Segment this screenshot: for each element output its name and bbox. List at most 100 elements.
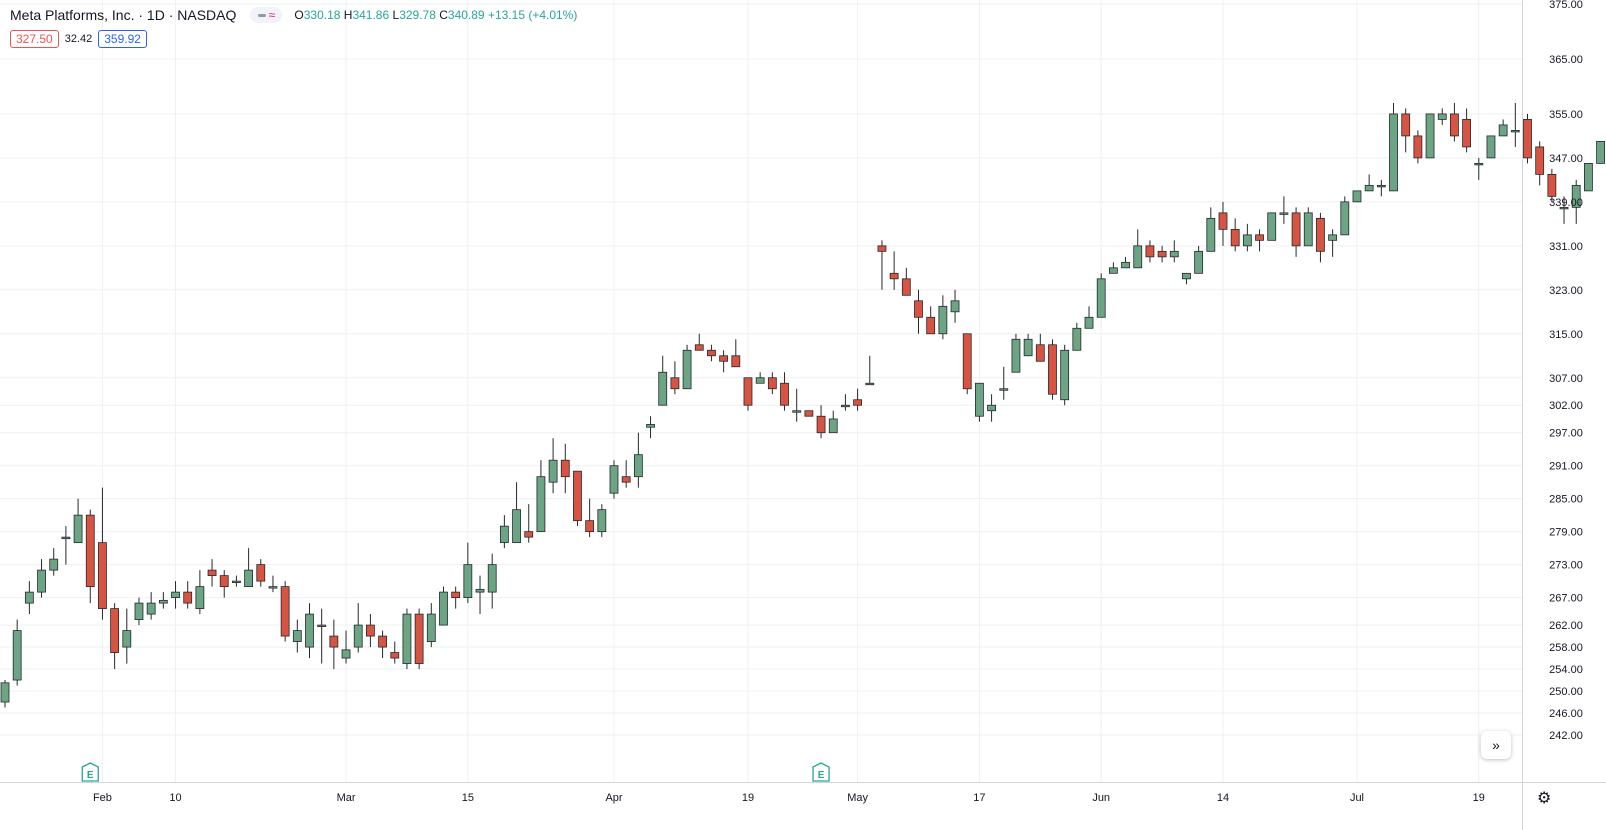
candle[interactable] [1352, 190, 1362, 203]
candle[interactable] [597, 504, 607, 538]
candle[interactable] [1096, 273, 1106, 318]
candle[interactable] [61, 526, 71, 565]
candle[interactable] [207, 559, 217, 587]
candle[interactable] [987, 394, 996, 422]
candle[interactable] [901, 267, 911, 296]
candle[interactable] [1108, 262, 1118, 274]
candle[interactable] [353, 603, 363, 653]
candle[interactable] [950, 289, 960, 323]
candle[interactable] [0, 680, 10, 708]
candle[interactable] [1145, 240, 1155, 263]
candle[interactable] [244, 548, 254, 588]
candle[interactable] [1316, 212, 1325, 263]
candle[interactable] [219, 570, 229, 598]
candle[interactable] [1523, 113, 1532, 164]
candle[interactable] [1011, 333, 1021, 373]
candle[interactable] [195, 570, 205, 615]
candle[interactable] [609, 460, 619, 499]
candle[interactable] [329, 619, 339, 670]
candle[interactable] [487, 553, 497, 609]
candle[interactable] [146, 592, 156, 620]
candle[interactable] [463, 542, 473, 604]
candle[interactable] [573, 470, 582, 527]
candle[interactable] [1340, 196, 1350, 236]
candle[interactable] [877, 240, 887, 290]
candle[interactable] [512, 482, 521, 544]
candle[interactable] [499, 515, 509, 549]
candle[interactable] [1279, 196, 1289, 224]
candle[interactable] [719, 350, 729, 373]
candle[interactable] [1133, 229, 1143, 269]
candle[interactable] [1182, 272, 1191, 285]
candle[interactable] [1389, 102, 1398, 192]
candle[interactable] [682, 344, 692, 390]
candle[interactable] [183, 581, 193, 609]
candle[interactable] [1413, 130, 1423, 164]
candle[interactable] [1376, 179, 1386, 197]
candle[interactable] [1291, 207, 1301, 257]
candle[interactable] [158, 592, 168, 609]
candle[interactable] [85, 509, 95, 604]
candle[interactable] [1559, 196, 1569, 224]
candle[interactable] [914, 289, 923, 334]
candle[interactable] [12, 619, 22, 686]
candle[interactable] [536, 460, 546, 533]
candle[interactable] [853, 388, 862, 411]
candle[interactable] [280, 581, 290, 642]
candle[interactable] [1486, 135, 1496, 159]
symbol-title[interactable]: Meta Platforms, Inc. · 1D · NASDAQ [10, 7, 237, 23]
candle[interactable] [134, 597, 144, 626]
settings-button[interactable]: ⚙ [1537, 788, 1551, 808]
candle[interactable] [999, 366, 1009, 400]
candle[interactable] [548, 438, 558, 494]
candle[interactable] [633, 432, 643, 488]
candle[interactable] [1328, 229, 1338, 257]
candle[interactable] [1535, 141, 1545, 186]
scroll-to-realtime-button[interactable]: » [1481, 731, 1511, 759]
earnings-e-icon[interactable]: E [81, 762, 99, 782]
candle[interactable] [646, 416, 655, 439]
candle[interactable] [1206, 207, 1216, 252]
candle[interactable] [1048, 339, 1057, 400]
candle[interactable] [865, 355, 875, 386]
candle[interactable] [49, 548, 59, 576]
candle[interactable] [1035, 333, 1045, 362]
candle[interactable] [256, 559, 266, 587]
candle[interactable] [926, 306, 936, 335]
indicator-high-pill[interactable]: 359.92 [98, 30, 147, 48]
candle[interactable] [1510, 102, 1520, 147]
indicator-low-pill[interactable]: 327.50 [10, 30, 59, 48]
candle[interactable] [1242, 223, 1252, 252]
candle[interactable] [889, 251, 899, 290]
candle[interactable] [1169, 240, 1179, 263]
candle[interactable] [670, 361, 680, 395]
candle[interactable] [451, 586, 461, 609]
candle[interactable] [1584, 162, 1593, 192]
candle[interactable] [414, 608, 424, 670]
candle[interactable] [1060, 344, 1070, 406]
candle[interactable] [98, 487, 107, 620]
candle[interactable] [1230, 218, 1240, 252]
candle[interactable] [317, 608, 327, 664]
candle[interactable] [1498, 119, 1508, 137]
candle[interactable] [1218, 201, 1228, 246]
candle[interactable] [1303, 207, 1313, 247]
candle[interactable] [122, 608, 132, 664]
candle[interactable] [707, 344, 716, 362]
candle[interactable] [171, 581, 180, 609]
candle[interactable] [365, 614, 375, 648]
candle[interactable] [792, 388, 802, 422]
candle[interactable] [658, 355, 668, 406]
candle[interactable] [560, 443, 570, 494]
candle[interactable] [828, 410, 838, 434]
candle[interactable] [1121, 256, 1130, 269]
candle[interactable] [110, 603, 120, 670]
candle[interactable] [524, 504, 534, 543]
candle[interactable] [390, 641, 400, 664]
candle[interactable] [24, 581, 34, 615]
candle[interactable] [305, 603, 314, 659]
candle[interactable] [378, 630, 387, 659]
candle[interactable] [1547, 168, 1557, 202]
candle[interactable] [743, 377, 753, 411]
